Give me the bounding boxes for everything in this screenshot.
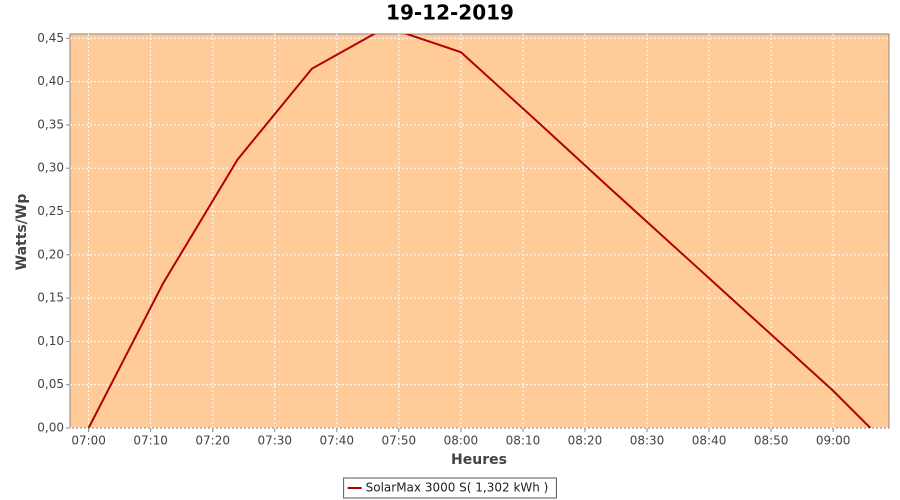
legend-box <box>343 477 557 499</box>
y-tick-label: 0,25 <box>37 204 64 218</box>
x-tick-label: 08:10 <box>506 434 541 448</box>
x-tick-label: 07:20 <box>195 434 230 448</box>
y-axis-label: Watts/Wp <box>14 194 30 271</box>
x-tick-label: 07:40 <box>319 434 354 448</box>
x-tick-label: 08:50 <box>754 434 789 448</box>
chart-title: 19-12-2019 <box>386 1 514 25</box>
y-tick-label: 0,35 <box>37 117 64 131</box>
x-tick-label: 07:30 <box>257 434 292 448</box>
y-tick-label: 0,30 <box>37 161 64 175</box>
legend-label: SolarMax 3000 S( 1,302 kWh ) <box>366 481 549 495</box>
y-tick-label: 0,10 <box>37 334 64 348</box>
x-tick-label: 08:30 <box>630 434 665 448</box>
y-tick-label: 0,00 <box>37 421 64 435</box>
x-axis-label: Heures <box>451 452 507 468</box>
y-tick-label: 0,15 <box>37 291 64 305</box>
y-tick-label: 0,20 <box>37 247 64 261</box>
x-tick-label: 07:50 <box>382 434 417 448</box>
x-tick-label: 07:00 <box>71 434 106 448</box>
y-tick-label: 0,40 <box>37 74 64 88</box>
y-tick-label: 0,05 <box>37 377 64 391</box>
plot-area <box>69 33 890 429</box>
y-tick-label: 0,45 <box>37 31 64 45</box>
x-tick-label: 08:00 <box>444 434 479 448</box>
series-line <box>87 34 872 428</box>
x-tick-label: 08:20 <box>568 434 603 448</box>
x-tick-label: 08:40 <box>692 434 727 448</box>
plot-clip <box>87 34 872 428</box>
x-tick-label: 09:00 <box>816 434 851 448</box>
x-tick-label: 07:10 <box>133 434 168 448</box>
legend: SolarMax 3000 S( 1,302 kWh ) <box>343 477 557 499</box>
